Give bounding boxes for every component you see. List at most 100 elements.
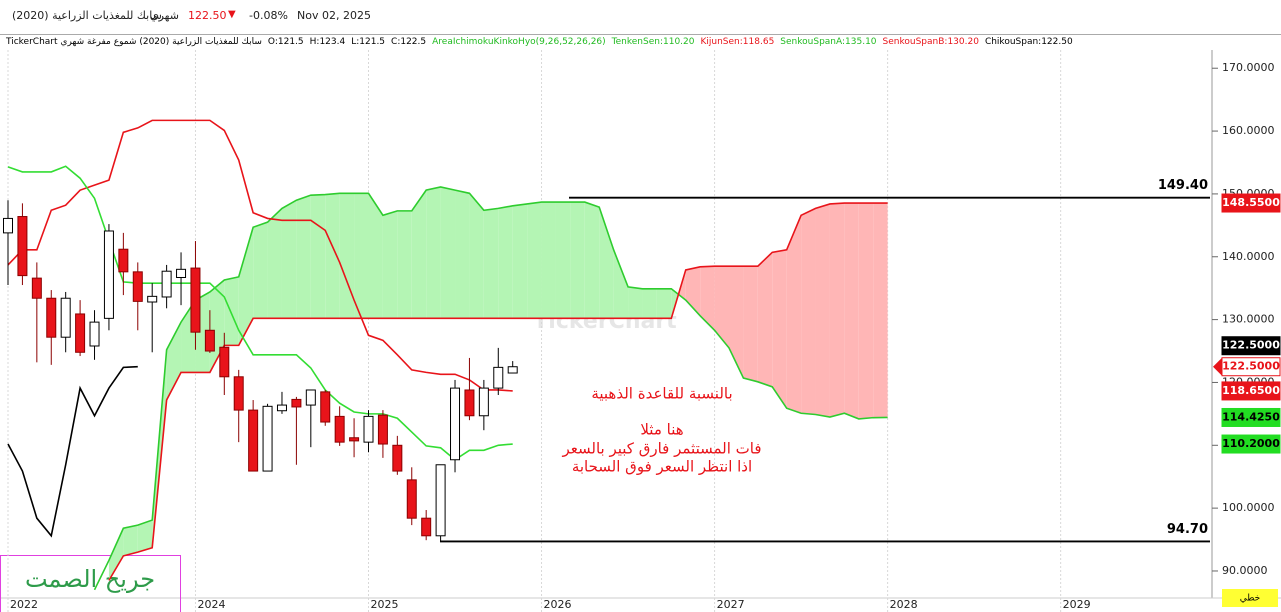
candle-body [17, 216, 28, 277]
candle-body [118, 248, 129, 273]
candle-body [464, 389, 475, 417]
price-badge-label: 148.5500 [1222, 196, 1280, 209]
level-label: 94.70 [1167, 522, 1208, 537]
candle-body [233, 376, 244, 411]
cloud-fill [628, 286, 643, 319]
price-pointer [1213, 357, 1222, 376]
cloud-fill [527, 202, 542, 319]
date: Nov 02, 2025 [297, 9, 371, 22]
mode-button[interactable] [1222, 589, 1278, 607]
candle-body [305, 389, 316, 406]
candle-body [161, 270, 172, 298]
cloud-fill [281, 200, 297, 319]
candle-body [262, 405, 273, 472]
cloud-fill [166, 322, 182, 401]
period: شهري [150, 9, 179, 22]
x-tick-label: 2029 [1063, 598, 1091, 611]
company: سابك للمغذيات الزراعية (2020) [12, 9, 162, 22]
candles [3, 200, 518, 542]
price-badge [1221, 336, 1281, 356]
price-badge-label: 114.4250 [1222, 410, 1280, 423]
candle-body [493, 366, 504, 389]
candle-body [176, 268, 187, 278]
candle-body [147, 295, 158, 303]
cloud-fill [541, 202, 556, 319]
x-tick-label: 2026 [544, 598, 572, 611]
cloud-fill [714, 266, 729, 348]
price: 122.50 [188, 9, 227, 22]
x-tick-label: 2027 [717, 598, 745, 611]
cloud-fill [700, 266, 715, 331]
cloud-fill [382, 210, 398, 319]
signature-box [0, 555, 181, 612]
cloud-fill [368, 193, 383, 319]
cloud-fill [455, 190, 470, 319]
candle-body [3, 217, 13, 234]
y-tick-label: 90.0000 [1222, 564, 1268, 577]
cloud-fill [440, 187, 456, 319]
candle-body [421, 517, 432, 537]
cloud-fill [123, 525, 138, 556]
cloud-fill [267, 208, 282, 319]
price-badge-label: 122.5000 [1222, 360, 1280, 373]
candle-body [103, 230, 114, 319]
candle-body [392, 444, 403, 472]
tenkan-line [7, 165, 513, 461]
plot [3, 119, 888, 591]
annotation: بالنسبة للقاعدة الذهبية [591, 385, 732, 403]
x-tick-label: 2024 [197, 598, 225, 611]
cloud-fill [584, 202, 600, 319]
overlay: 149.40 94.70 بالنسبة للقاعدة الذهبية هنا مث… [440, 178, 1281, 543]
cloud-fill [786, 215, 802, 414]
info-item: L:121.5 [351, 37, 386, 47]
kijun-line [7, 119, 513, 392]
chikou-line [7, 365, 138, 538]
y-tick-label: 130.0000 [1222, 313, 1275, 326]
candle-body [89, 321, 100, 347]
candle-body [291, 398, 302, 408]
candle-body [60, 297, 71, 338]
candle-body [46, 297, 57, 338]
cloud-fill [310, 194, 326, 319]
cloud-fill [339, 193, 355, 319]
cloud-fill [858, 203, 874, 419]
cloud-fill [108, 528, 124, 581]
candle-body [248, 409, 259, 472]
cloud-fill [354, 193, 369, 319]
candle-body [363, 415, 374, 443]
candle-body [507, 366, 518, 374]
header: سابك للمغذيات الزراعية (2020) شهري 122.5… [0, 0, 1281, 32]
cloud-fill [772, 249, 787, 409]
mode-button-label[interactable]: خطي [1240, 594, 1260, 604]
info-item: AreaIchimokuKinkoHyo(9,26,52,26,26) [432, 37, 606, 47]
candle-body [377, 414, 388, 445]
price-badge-label: 122.5000 [1222, 339, 1280, 352]
annotation: فات المستثمر فارق كبير بالسعر [561, 440, 761, 458]
cloud-fill [656, 288, 672, 319]
x-tick-label: 2022 [10, 598, 38, 611]
candle-body [204, 329, 215, 352]
cloud-fill [844, 203, 859, 419]
cloud-fill [599, 207, 614, 319]
cloud-fill [743, 266, 758, 382]
level-label: 149.40 [1158, 178, 1208, 193]
candle-body [478, 387, 489, 417]
y-tick-label: 100.0000 [1222, 501, 1275, 514]
price-badge [1221, 407, 1281, 427]
cloud-fill [469, 193, 484, 319]
cloud-fill [555, 202, 571, 319]
cloud-fill [426, 187, 441, 319]
candle-body [75, 313, 86, 353]
cloud-fill [296, 195, 311, 319]
signature: جريح الصمت [25, 565, 155, 593]
cloud-fill [801, 208, 816, 415]
y-tick-label: 160.0000 [1222, 124, 1275, 137]
cloud-fill [829, 203, 845, 418]
cloud-fill [238, 227, 254, 346]
cloud-fill [498, 205, 513, 319]
candle-body [450, 387, 461, 461]
info-bar: TickerChart سابك للمغذيات الزراعية (2020… [0, 34, 1281, 51]
candle-body [349, 437, 360, 442]
lines [7, 119, 888, 591]
